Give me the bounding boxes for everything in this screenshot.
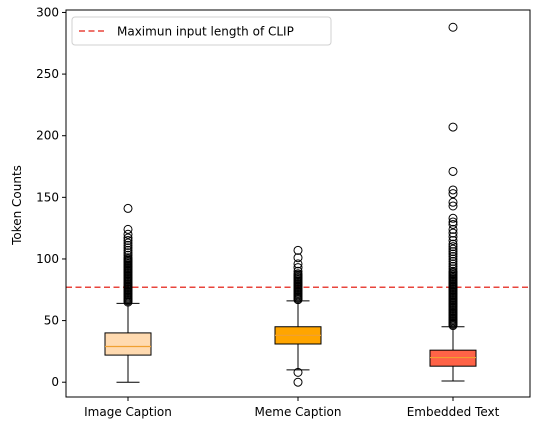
outlier-point [123,253,133,263]
outlier-point [448,259,458,269]
outlier-point [123,240,133,250]
y-tick-label: 150 [36,190,59,204]
box-embedded-text [429,22,477,382]
outlier-point [448,201,458,211]
outlier-point [448,235,458,245]
outlier-point [123,243,133,253]
iqr-box [429,349,477,367]
outlier-point [448,189,458,199]
outlier-point [448,244,458,254]
y-tick-label: 50 [44,314,59,328]
outlier-point [448,249,458,259]
legend-box [71,16,332,46]
outlier-point [448,185,458,195]
outlier-point [448,219,458,229]
outlier-point [293,377,303,387]
box-image-caption [104,203,152,383]
outlier-point [448,122,458,132]
outlier-point [123,235,133,245]
outlier-point [123,238,133,248]
outlier-point [293,263,303,273]
outlier-point [448,22,458,32]
outlier-point [448,242,458,252]
outlier-point [123,248,133,258]
outlier-point [123,245,133,255]
outlier-point [293,259,303,269]
outlier-point [293,245,303,255]
outlier-point [123,229,133,239]
y-axis-label: Token Counts [10,165,24,246]
outlier-point [448,239,458,249]
outlier-point [293,367,303,377]
iqr-box [104,332,152,356]
outlier-point [448,254,458,264]
outlier-point [123,203,133,213]
x-tick-label: Embedded Text [407,405,500,419]
outlier-point [448,217,458,227]
outlier-point [448,197,458,207]
outlier-point [123,250,133,260]
box-meme-caption [274,245,322,387]
y-axis: 0 50 100 150 200 250 300 [36,5,66,389]
outlier-point [293,269,303,279]
outlier-point [293,253,303,263]
outlier-point [448,232,458,242]
outlier-point [448,247,458,257]
legend-label: Maximun input length of CLIP [117,25,294,39]
outlier-point [448,213,458,223]
outlier-point [448,261,458,271]
y-tick-label: 100 [36,252,59,266]
boxes-group [104,22,477,387]
y-tick-label: 250 [36,67,59,81]
outlier-point [123,224,133,234]
outlier-point [448,264,458,274]
y-tick-label: 0 [51,375,59,389]
y-tick-label: 200 [36,129,59,143]
x-tick-label: Meme Caption [255,405,342,419]
legend: Maximun input length of CLIP [71,16,332,46]
outlier-point [448,228,458,238]
outlier-point [123,233,133,243]
outlier-point [448,256,458,266]
outlier-point [293,266,303,276]
outlier-point [448,224,458,234]
outlier-point [448,266,458,276]
x-axis: Image Caption Meme Caption Embedded Text [84,397,500,419]
y-tick-label: 300 [36,5,59,19]
outlier-point [448,166,458,176]
x-tick-label: Image Caption [84,405,172,419]
outlier-point [448,251,458,261]
